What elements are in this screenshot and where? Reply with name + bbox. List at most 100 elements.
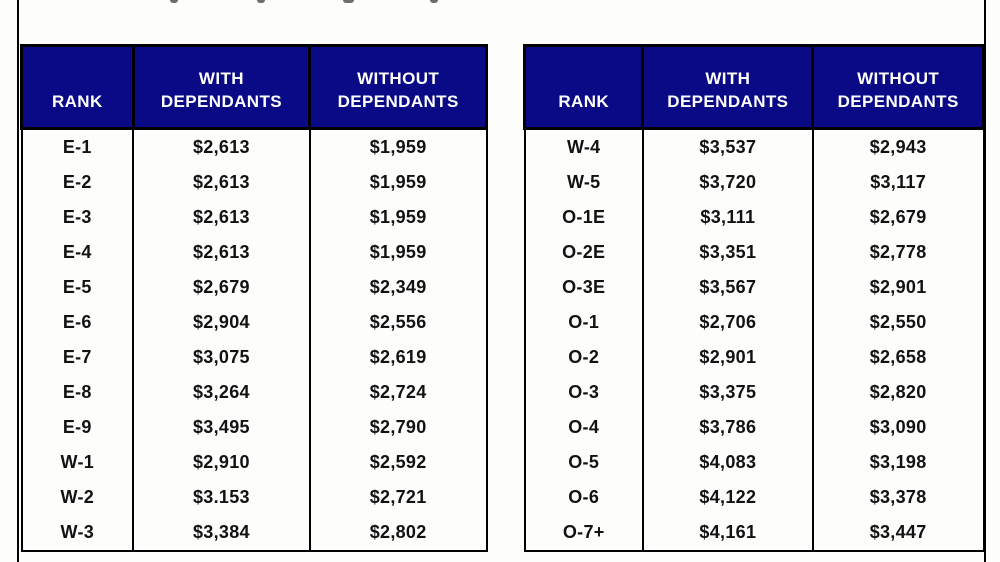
without-dependants-cell: $3,090	[811, 410, 985, 445]
with-dependants-cell: $3,786	[641, 410, 814, 445]
without-dependants-cell: $3,198	[811, 445, 985, 480]
rank-cell: W-2	[20, 480, 135, 515]
without-dependants-cell: $2,349	[308, 270, 488, 305]
rank-cell: O-2E	[523, 235, 644, 270]
rank-cell: O-5	[523, 445, 644, 480]
page-left-border	[17, 0, 19, 562]
table-row: O-2E $3,351 $2,778	[523, 235, 985, 270]
rank-cell: O-2	[523, 340, 644, 375]
table-row: O-1E $3,111 $2,679	[523, 200, 985, 235]
with-dependants-cell: $2,613	[132, 235, 311, 270]
table-row: O-5 $4,083 $3,198	[523, 445, 985, 480]
rank-cell: O-4	[523, 410, 644, 445]
rank-cell: E-9	[20, 410, 135, 445]
clipped-text-fragment	[343, 0, 354, 3]
with-dependants-cell: $3,111	[641, 200, 814, 235]
rank-cell: O-3E	[523, 270, 644, 305]
table-row: E-9 $3,495 $2,790	[20, 410, 488, 445]
without-dependants-cell: $2,619	[308, 340, 488, 375]
rank-cell: W-1	[20, 445, 135, 480]
with-dependants-header-cell: WITH DEPENDANTS	[641, 44, 815, 130]
with-dependants-cell: $2,679	[132, 270, 311, 305]
without-dependants-header-cell: WITHOUT DEPENDANTS	[308, 44, 488, 130]
with-dependants-cell: $3,495	[132, 410, 311, 445]
with-dependants-cell: $3,567	[641, 270, 814, 305]
without-dependants-cell: $1,959	[308, 128, 488, 165]
without-dependants-cell: $2,592	[308, 445, 488, 480]
table-row: E-5 $2,679 $2,349	[20, 270, 488, 305]
table-row: E-7 $3,075 $2,619	[20, 340, 488, 375]
without-dependants-cell: $2,721	[308, 480, 488, 515]
without-dependants-cell: $2,901	[811, 270, 985, 305]
rank-cell: E-2	[20, 165, 135, 200]
rank-cell: O-6	[523, 480, 644, 515]
without-dependants-cell: $3,447	[811, 515, 985, 551]
table-row: O-7+ $4,161 $3,447	[523, 515, 985, 551]
table-row: E-6 $2,904 $2,556	[20, 305, 488, 340]
rank-cell: E-7	[20, 340, 135, 375]
without-dependants-cell: $2,820	[811, 375, 985, 410]
rank-cell: E-5	[20, 270, 135, 305]
with-dependants-cell: $4,083	[641, 445, 814, 480]
table-row: O-3E $3,567 $2,901	[523, 270, 985, 305]
without-dependants-cell: $2,679	[811, 200, 985, 235]
with-dependants-cell: $2,706	[641, 305, 814, 340]
table-row: W-5 $3,720 $3,117	[523, 165, 985, 200]
rank-cell: O-3	[523, 375, 644, 410]
clipped-text-fragment	[170, 0, 178, 3]
table-row: W-3 $3,384 $2,802	[20, 515, 488, 551]
without-dependants-cell: $2,658	[811, 340, 985, 375]
with-dependants-cell: $2,904	[132, 305, 311, 340]
with-dependants-cell: $2,901	[641, 340, 814, 375]
without-dependants-cell: $2,790	[308, 410, 488, 445]
rank-cell: E-1	[20, 128, 135, 165]
without-dependants-cell: $2,778	[811, 235, 985, 270]
table-row: W-4 $3,537 $2,943	[523, 128, 985, 165]
rank-cell: W-4	[523, 128, 644, 165]
with-dependants-cell: $2,910	[132, 445, 311, 480]
with-dependants-cell: $3,264	[132, 375, 311, 410]
with-dependants-cell: $3,384	[132, 515, 311, 551]
table-row: O-3 $3,375 $2,820	[523, 375, 985, 410]
table-row: O-4 $3,786 $3,090	[523, 410, 985, 445]
clipped-text-fragment	[430, 0, 438, 3]
rank-header-cell: RANK	[522, 44, 645, 130]
header-row: RANK WITH DEPENDANTS WITHOUT DEPENDANTS	[20, 44, 488, 130]
with-dependants-cell: $2,613	[132, 128, 311, 165]
without-dependants-cell: $2,802	[308, 515, 488, 551]
pay-table-left: RANK WITH DEPENDANTS WITHOUT DEPENDANTS …	[20, 44, 488, 552]
with-dependants-cell: $4,122	[641, 480, 814, 515]
rank-cell: W-3	[20, 515, 135, 551]
rank-cell: E-8	[20, 375, 135, 410]
table-row: W-1 $2,910 $2,592	[20, 445, 488, 480]
rank-cell: E-6	[20, 305, 135, 340]
without-dependants-cell: $3,378	[811, 480, 985, 515]
table-row: W-2 $3.153 $2,721	[20, 480, 488, 515]
rank-cell: E-4	[20, 235, 135, 270]
without-dependants-cell: $3,117	[811, 165, 985, 200]
page-right-border	[984, 0, 986, 562]
with-dependants-cell: $2,613	[132, 165, 311, 200]
with-dependants-cell: $3,537	[641, 128, 814, 165]
without-dependants-cell: $2,550	[811, 305, 985, 340]
with-dependants-cell: $3,375	[641, 375, 814, 410]
without-dependants-header-cell: WITHOUT DEPENDANTS	[811, 44, 985, 130]
table-row: O-1 $2,706 $2,550	[523, 305, 985, 340]
with-dependants-cell: $4,161	[641, 515, 814, 551]
rank-cell: W-5	[523, 165, 644, 200]
rank-header-cell: RANK	[20, 44, 135, 130]
with-dependants-cell: $3,351	[641, 235, 814, 270]
with-dependants-cell: $3,720	[641, 165, 814, 200]
rank-cell: O-1E	[523, 200, 644, 235]
table-row: E-3 $2,613 $1,959	[20, 200, 488, 235]
clipped-text-fragment	[257, 0, 265, 3]
with-dependants-cell: $3,075	[132, 340, 311, 375]
pay-table-right: RANK WITH DEPENDANTS WITHOUT DEPENDANTS …	[522, 44, 985, 552]
table-row: E-2 $2,613 $1,959	[20, 165, 488, 200]
without-dependants-cell: $1,959	[308, 200, 488, 235]
rank-cell: O-1	[523, 305, 644, 340]
rank-cell: E-3	[20, 200, 135, 235]
without-dependants-cell: $1,959	[308, 235, 488, 270]
without-dependants-cell: $1,959	[308, 165, 488, 200]
table-row: O-6 $4,122 $3,378	[523, 480, 985, 515]
